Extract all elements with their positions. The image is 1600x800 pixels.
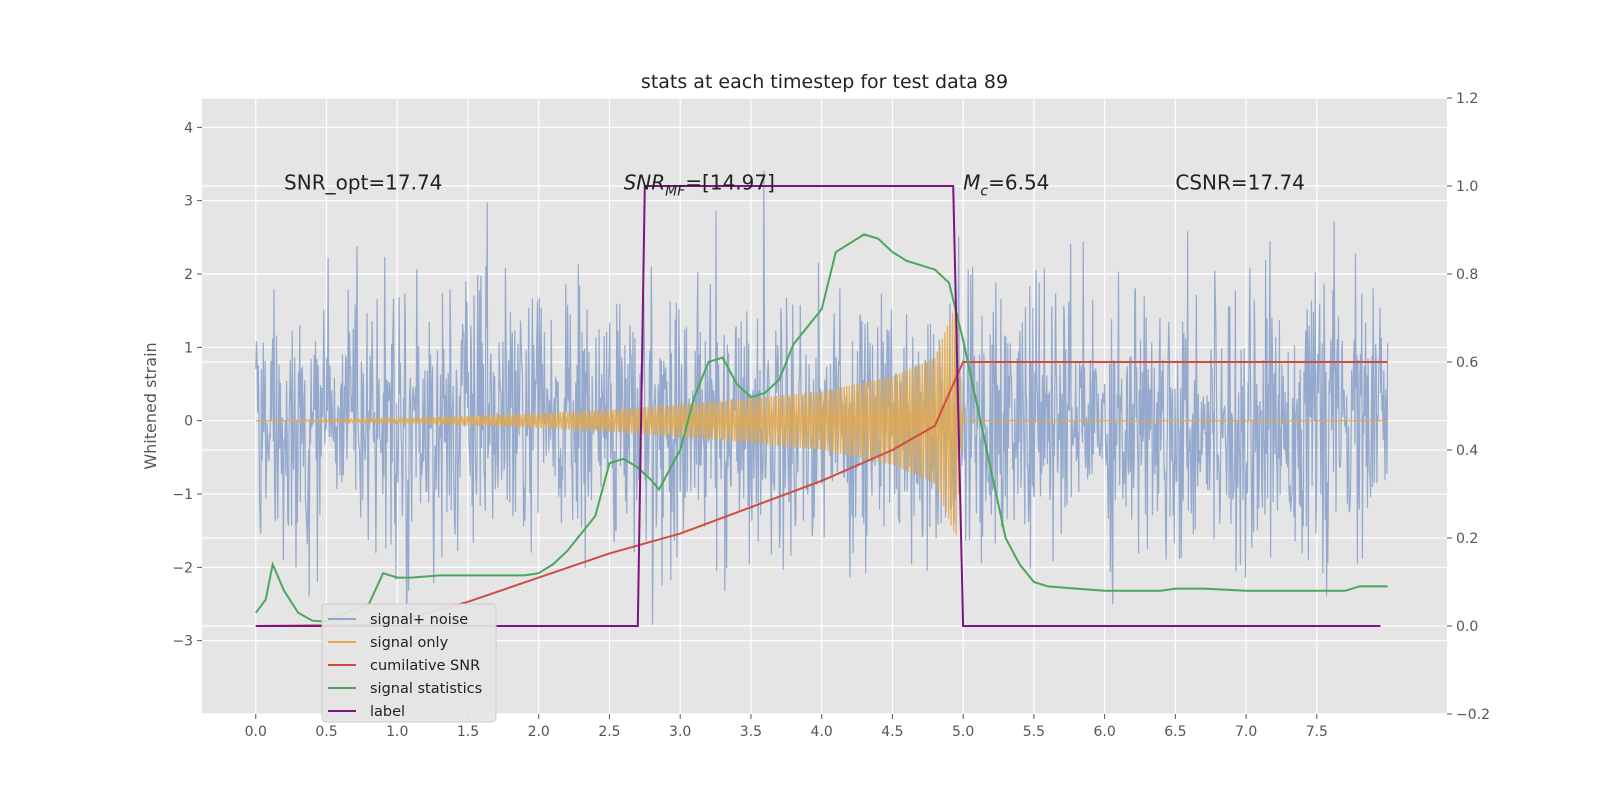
- annotation-text: SNR_opt=17.74: [284, 170, 442, 194]
- x-tick-label: 1.5: [457, 724, 479, 740]
- y-tick-label: −1: [172, 487, 193, 503]
- series-signal-only-line: [255, 306, 1388, 536]
- x-tick-label: 4.0: [811, 724, 833, 740]
- x-tick-label: 1.0: [386, 724, 408, 740]
- legend-label: signal+ noise: [370, 612, 468, 628]
- annotations: SNR_opt=17.74 SNRMF=[14.97] Mc=6.54 CSNR=17…: [284, 170, 1305, 199]
- legend-label: label: [370, 704, 405, 720]
- x-tick-label: 0.5: [315, 724, 337, 740]
- x-tick-label: 6.5: [1164, 724, 1186, 740]
- y-tick-label: −3: [172, 634, 193, 650]
- x-tick-label: 7.0: [1235, 724, 1257, 740]
- bottom-axis: 0.0 0.5 1.0 1.5 2.0 2.5 3.0 3.5 4.0 4.5 5.0 5.5 6.0 6…: [245, 714, 1328, 740]
- y-tick-label: 0: [184, 414, 193, 430]
- x-tick-label: 6.0: [1093, 724, 1115, 740]
- left-axis: −3 −2 −1 0 1 2 3 4: [172, 120, 202, 650]
- series-signal-statistics-line: [255, 233, 1388, 623]
- legend-label: signal only: [370, 635, 449, 651]
- legend-label: cumilative SNR: [370, 658, 480, 674]
- y-tick-label: 2: [184, 267, 193, 283]
- x-tick-label: 2.0: [528, 724, 550, 740]
- y-axis-label: Whitened strain: [141, 342, 160, 469]
- series-signal-noise-line: [255, 170, 1389, 646]
- x-tick-label: 4.5: [881, 724, 903, 740]
- y-tick-label: −2: [172, 560, 193, 576]
- x-tick-label: 0.0: [245, 724, 267, 740]
- series-label-line: [255, 185, 1381, 627]
- x-tick-label: 5.0: [952, 724, 974, 740]
- y2-tick-label: −0.2: [1456, 707, 1490, 723]
- chart-title: stats at each timestep for test data 89: [641, 71, 1008, 93]
- x-tick-label: 3.0: [669, 724, 691, 740]
- y-tick-label: 3: [184, 194, 193, 210]
- annotation-text: CSNR=17.74: [1175, 170, 1305, 194]
- y2-tick-label: 1.0: [1456, 179, 1478, 195]
- y2-tick-label: 0.2: [1456, 531, 1478, 547]
- annotation-text: SNRMF=[14.97]: [624, 170, 775, 199]
- y2-tick-label: 0.8: [1456, 267, 1478, 283]
- y-tick-label: 4: [184, 120, 193, 136]
- legend-box: [321, 603, 497, 723]
- annotation-text: Mc=6.54: [963, 170, 1049, 199]
- y2-tick-label: 1.2: [1456, 91, 1478, 107]
- y2-tick-label: 0.4: [1456, 443, 1478, 459]
- x-tick-label: 2.5: [598, 724, 620, 740]
- y2-tick-label: 0.0: [1456, 619, 1478, 635]
- x-tick-label: 3.5: [740, 724, 762, 740]
- legend: signal+ noise signal only cumilative SNR si…: [321, 603, 497, 723]
- right-axis: −0.2 0.0 0.2 0.4 0.6 0.8 1.0 1.2: [1447, 91, 1490, 723]
- x-tick-label: 5.5: [1023, 724, 1045, 740]
- x-tick-label: 7.5: [1306, 724, 1328, 740]
- y2-tick-label: 0.6: [1456, 355, 1478, 371]
- legend-label: signal statistics: [370, 681, 482, 697]
- y-tick-label: 1: [184, 340, 193, 356]
